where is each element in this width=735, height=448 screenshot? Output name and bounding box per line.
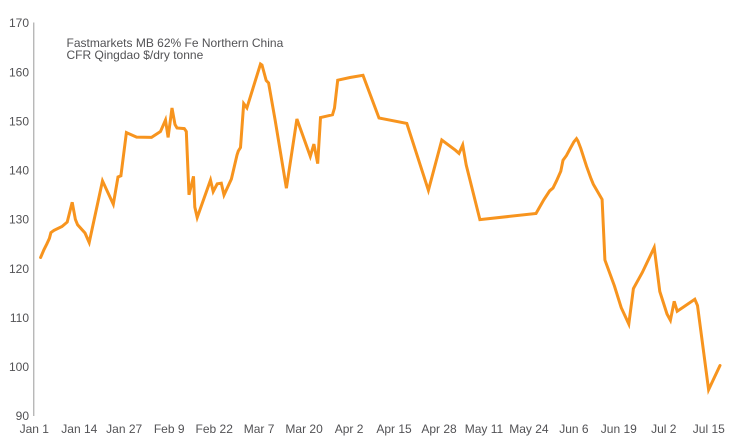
svg-text:Feb 22: Feb 22 <box>196 422 234 436</box>
svg-text:Jan 14: Jan 14 <box>61 422 97 436</box>
svg-text:150: 150 <box>9 114 29 128</box>
svg-text:Jul 15: Jul 15 <box>693 422 725 436</box>
svg-text:Apr 2: Apr 2 <box>335 422 364 436</box>
svg-text:May 11: May 11 <box>465 422 504 436</box>
svg-text:130: 130 <box>9 213 29 227</box>
svg-text:Jan 27: Jan 27 <box>106 422 142 436</box>
svg-text:Jun 19: Jun 19 <box>601 422 637 436</box>
svg-text:90: 90 <box>16 409 30 423</box>
svg-text:140: 140 <box>9 164 29 178</box>
svg-text:Jun 6: Jun 6 <box>559 422 589 436</box>
svg-text:160: 160 <box>9 65 29 79</box>
svg-text:Feb 9: Feb 9 <box>154 422 185 436</box>
svg-text:Jul 2: Jul 2 <box>651 422 677 436</box>
svg-text:Fastmarkets MB 62% Fe Northern: Fastmarkets MB 62% Fe Northern China <box>67 36 284 50</box>
svg-text:Apr 28: Apr 28 <box>421 422 457 436</box>
svg-text:Apr 15: Apr 15 <box>376 422 412 436</box>
svg-text:CFR Qingdao $/dry tonne: CFR Qingdao $/dry tonne <box>67 48 204 62</box>
svg-text:110: 110 <box>10 311 29 325</box>
svg-text:Mar 7: Mar 7 <box>244 422 275 436</box>
svg-text:170: 170 <box>9 16 29 30</box>
svg-text:May 24: May 24 <box>509 422 549 436</box>
svg-text:Jan 1: Jan 1 <box>20 422 50 436</box>
svg-text:Mar 20: Mar 20 <box>285 422 323 436</box>
svg-text:120: 120 <box>9 262 29 276</box>
svg-text:100: 100 <box>9 360 29 374</box>
